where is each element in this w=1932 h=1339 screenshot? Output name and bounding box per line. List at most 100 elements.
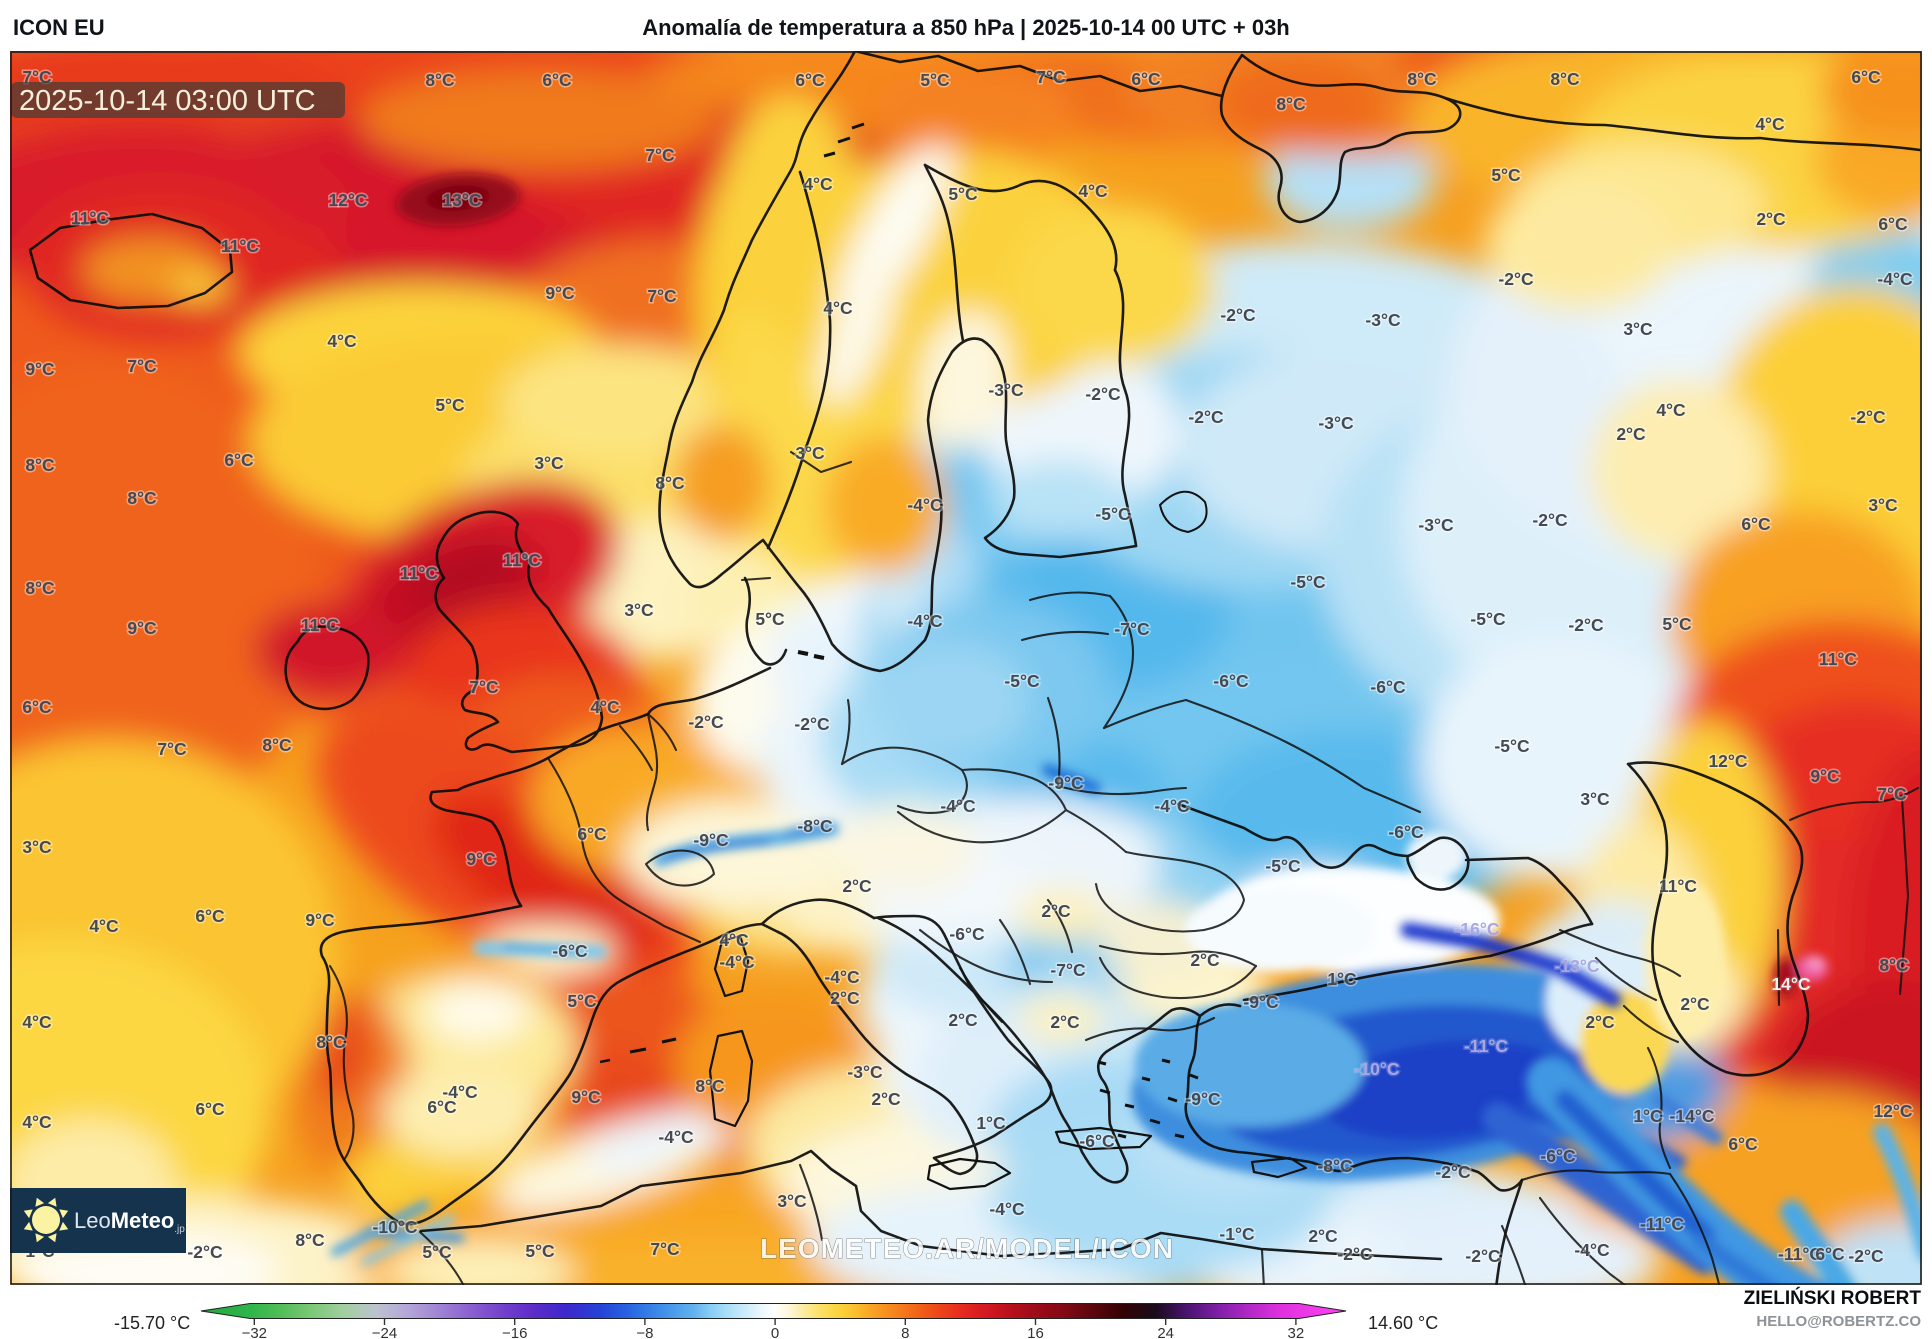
svg-text:1°C: 1°C [1327, 969, 1357, 989]
svg-text:-8°C: -8°C [797, 816, 833, 836]
svg-text:2°C: 2°C [1616, 424, 1646, 444]
svg-text:-2°C: -2°C [1188, 407, 1224, 427]
svg-text:6°C: 6°C [795, 70, 825, 90]
svg-text:2°C: 2°C [1041, 901, 1071, 921]
svg-text:−16: −16 [502, 1325, 527, 1339]
svg-text:LEOMETEO.AR/MODEL/ICON: LEOMETEO.AR/MODEL/ICON [760, 1233, 1174, 1264]
svg-text:11°C: 11°C [1819, 649, 1857, 669]
svg-text:8°C: 8°C [1276, 94, 1306, 114]
svg-text:8°C: 8°C [695, 1076, 725, 1096]
svg-text:−8: −8 [636, 1325, 653, 1339]
svg-text:6°C: 6°C [577, 824, 607, 844]
svg-text:9°C: 9°C [127, 618, 157, 638]
svg-text:32: 32 [1288, 1325, 1305, 1339]
svg-text:11°C: 11°C [400, 563, 438, 583]
svg-text:3°C: 3°C [534, 453, 564, 473]
svg-text:8°C: 8°C [1407, 69, 1437, 89]
svg-text:11°C: 11°C [301, 615, 339, 635]
svg-text:-4°C: -4°C [1877, 269, 1913, 289]
svg-text:2°C: 2°C [1756, 209, 1786, 229]
svg-text:-6°C: -6°C [1079, 1131, 1115, 1151]
svg-text:13°C: 13°C [442, 190, 481, 210]
svg-text:5°C: 5°C [525, 1241, 555, 1261]
svg-text:-5°C: -5°C [1095, 504, 1131, 524]
svg-text:9°C: 9°C [466, 849, 496, 869]
svg-text:2°C: 2°C [1190, 950, 1220, 970]
svg-text:7°C: 7°C [647, 286, 677, 306]
svg-text:7°C: 7°C [645, 145, 675, 165]
svg-text:-2°C: -2°C [187, 1242, 223, 1262]
svg-text:8: 8 [901, 1325, 909, 1339]
svg-text:5°C: 5°C [422, 1242, 452, 1262]
svg-text:-10°C: -10°C [1355, 1059, 1400, 1079]
svg-text:-2°C: -2°C [1532, 510, 1568, 530]
svg-text:2°C: 2°C [1680, 994, 1710, 1014]
svg-text:-6°C: -6°C [1540, 1146, 1576, 1166]
svg-text:3°C: 3°C [22, 837, 52, 857]
svg-text:7°C: 7°C [127, 356, 157, 376]
svg-text:6°C: 6°C [22, 697, 52, 717]
svg-text:-2°C: -2°C [1848, 1246, 1884, 1266]
svg-text:-11°C: -11°C [1640, 1214, 1684, 1234]
svg-text:-11°C: -11°C [1464, 1036, 1508, 1056]
svg-text:-2°C: -2°C [688, 712, 724, 732]
svg-text:-9°C: -9°C [1185, 1089, 1221, 1109]
svg-text:-8°C: -8°C [1317, 1156, 1353, 1176]
svg-text:8°C: 8°C [655, 473, 685, 493]
svg-text:-1°C: -1°C [1219, 1224, 1255, 1244]
svg-text:8°C: 8°C [127, 488, 157, 508]
svg-text:4°C: 4°C [1755, 114, 1785, 134]
svg-text:8°C: 8°C [425, 70, 455, 90]
svg-text:8°C: 8°C [25, 578, 55, 598]
svg-text:-5°C: -5°C [1265, 856, 1301, 876]
svg-text:3°C: 3°C [1868, 495, 1898, 515]
svg-text:6°C: 6°C [1131, 69, 1161, 89]
svg-text:7°C: 7°C [469, 677, 499, 697]
svg-text:4°C: 4°C [327, 331, 357, 351]
svg-text:8°C: 8°C [295, 1230, 325, 1250]
svg-text:-6°C: -6°C [1370, 677, 1406, 697]
svg-text:7°C: 7°C [157, 739, 187, 759]
svg-text:4°C: 4°C [22, 1112, 52, 1132]
svg-text:6°C: 6°C [1851, 67, 1881, 87]
svg-text:7°C: 7°C [1036, 67, 1066, 87]
svg-text:5°C: 5°C [1662, 614, 1692, 634]
svg-text:5°C: 5°C [1491, 165, 1521, 185]
svg-text:-16°C: -16°C [1455, 919, 1500, 939]
svg-text:2°C: 2°C [1050, 1012, 1080, 1032]
svg-text:6°C: 6°C [1878, 214, 1908, 234]
svg-text:-3°C: -3°C [988, 380, 1024, 400]
svg-text:6°C: 6°C [1815, 1244, 1845, 1264]
svg-text:6°C: 6°C [195, 906, 225, 926]
svg-text:-3°C: -3°C [1365, 310, 1401, 330]
svg-text:11°C: 11°C [503, 550, 541, 570]
svg-text:4°C: 4°C [803, 174, 833, 194]
svg-text:-3°C: -3°C [1318, 413, 1354, 433]
svg-text:-4°C: -4°C [658, 1127, 694, 1147]
svg-text:−24: −24 [372, 1325, 397, 1339]
svg-text:-2°C: -2°C [1220, 305, 1256, 325]
svg-text:3°C: 3°C [1580, 789, 1610, 809]
svg-text:2°C: 2°C [1308, 1226, 1338, 1246]
svg-text:-4°C: -4°C [1574, 1240, 1610, 1260]
svg-text:-4°C: -4°C [442, 1082, 478, 1102]
svg-text:12°C: 12°C [1873, 1101, 1912, 1121]
svg-text:-3°C: -3°C [847, 1062, 883, 1082]
svg-text:2°C: 2°C [871, 1089, 901, 1109]
svg-text:16: 16 [1027, 1325, 1044, 1339]
svg-text:6°C: 6°C [1728, 1134, 1758, 1154]
svg-text:-5°C: -5°C [1470, 609, 1506, 629]
svg-text:-4°C: -4°C [940, 796, 976, 816]
svg-text:-2°C: -2°C [794, 714, 830, 734]
svg-text:5°C: 5°C [948, 184, 978, 204]
svg-text:9°C: 9°C [1810, 766, 1840, 786]
svg-text:12°C: 12°C [328, 190, 367, 210]
svg-text:8°C: 8°C [25, 455, 55, 475]
svg-text:14°C: 14°C [1771, 974, 1810, 994]
svg-text:6°C: 6°C [1741, 514, 1771, 534]
svg-text:-2°C: -2°C [1435, 1162, 1471, 1182]
svg-text:5°C: 5°C [755, 609, 785, 629]
svg-text:4°C: 4°C [823, 298, 853, 318]
svg-text:6°C: 6°C [427, 1097, 457, 1117]
svg-text:-9°C: -9°C [1048, 773, 1084, 793]
